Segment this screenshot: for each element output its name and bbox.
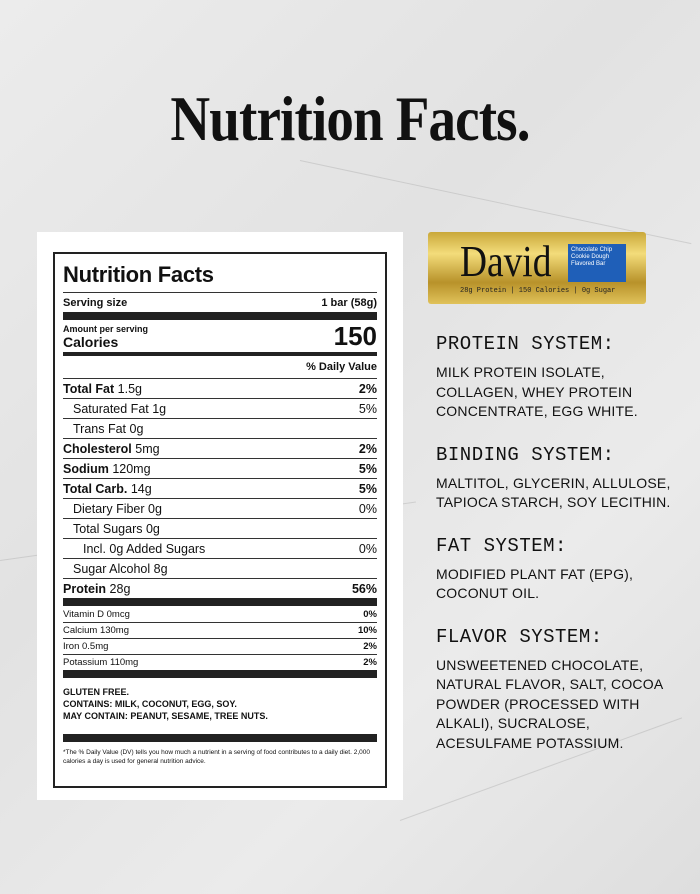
amount-per-serving: Amount per serving — [63, 324, 149, 334]
nutrient-label: Cholesterol 5mg — [63, 441, 160, 456]
serving-size-value: 1 bar (58g) — [321, 296, 377, 309]
divider — [63, 598, 377, 606]
nutrient-label: Dietary Fiber 0g — [73, 501, 162, 516]
product-stats: 28g Protein | 150 Calories | 0g Sugar — [460, 287, 616, 295]
nutrition-label: Nutrition Facts Serving size 1 bar (58g) … — [37, 232, 403, 800]
calories-label: Calories — [63, 334, 119, 350]
micronutrient-label: Calcium 130mg — [63, 625, 129, 636]
nutrient-label: Trans Fat 0g — [73, 421, 144, 436]
product-image: David Chocolate Chip Cookie Dough Flavor… — [428, 232, 646, 304]
nutrient-dv: 0% — [358, 541, 377, 556]
nutrient-dv: 5% — [358, 461, 377, 476]
system-title: FLAVOR SYSTEM: — [436, 625, 603, 648]
system-title: FAT SYSTEM: — [436, 534, 567, 557]
label-title: Nutrition Facts — [63, 262, 214, 287]
micronutrient-dv: 0% — [363, 608, 377, 620]
calories-row: Amount per serving Calories 150 — [63, 320, 377, 350]
nutrient-row: Total Carb. 14g 5% — [63, 478, 377, 498]
system-ingredients: MILK PROTEIN ISOLATE, COLLAGEN, WHEY PRO… — [436, 364, 638, 419]
micronutrient-row: Calcium 130mg 10% — [63, 622, 377, 638]
nutrient-row: Protein 28g 56% — [63, 578, 377, 598]
nutrient-dv: 5% — [358, 481, 377, 496]
micronutrient-label: Vitamin D 0mcg — [63, 608, 130, 620]
calories-value: 150 — [333, 321, 377, 351]
nutrient-dv: 2% — [358, 441, 377, 456]
nutrient-row: Incl. 0g Added Sugars 0% — [63, 538, 377, 558]
ingredient-system: BINDING SYSTEM: MALTITOL, GLYCERIN, ALLUL… — [436, 444, 686, 513]
brand-logo: David — [460, 237, 552, 286]
divider — [63, 352, 377, 356]
nutrient-dv: 0% — [358, 501, 377, 516]
system-ingredients: MODIFIED PLANT FAT (EPG), COCONUT OIL. — [436, 565, 634, 602]
micronutrient-row: Vitamin D 0mcg 0% — [63, 606, 377, 622]
serving-size-label: Serving size — [63, 296, 128, 309]
allergen-line: CONTAINS: MILK, COCONUT, EGG, SOY. — [63, 699, 237, 709]
nutrient-label: Total Carb. 14g — [63, 481, 152, 496]
nutrient-label: Sodium 120mg — [63, 461, 151, 476]
nutrient-row: Total Sugars 0g — [63, 518, 377, 538]
micronutrient-dv: 2% — [363, 657, 377, 668]
nutrient-dv: 56% — [351, 581, 377, 596]
footnote: *The % Daily Value (DV) tells you how mu… — [63, 749, 370, 765]
micronutrient-dv: 2% — [363, 641, 377, 652]
divider — [63, 312, 377, 320]
micronutrient-label: Iron 0.5mg — [63, 641, 109, 652]
serving-size-row: Serving size 1 bar (58g) — [63, 292, 377, 312]
nutrient-row: Saturated Fat 1g 5% — [63, 398, 377, 418]
nutrient-label: Saturated Fat 1g — [73, 401, 167, 416]
nutrient-label: Total Sugars 0g — [73, 521, 160, 536]
micronutrient-label: Potassium 110mg — [63, 657, 139, 668]
nutrient-row: Cholesterol 5mg 2% — [63, 438, 377, 458]
flavor-box: Chocolate Chip Cookie Dough Flavored Bar — [568, 244, 626, 282]
ingredient-system: FLAVOR SYSTEM: UNSWEETENED CHOCOLATE, NAT… — [436, 626, 686, 754]
nutrient-row: Total Fat 1.5g 2% — [63, 378, 377, 398]
allergen-line: MAY CONTAIN: PEANUT, SESAME, TREE NUTS. — [63, 711, 268, 721]
system-title: BINDING SYSTEM: — [436, 443, 615, 466]
nutrient-label: Sugar Alcohol 8g — [73, 561, 168, 576]
ingredient-system: PROTEIN SYSTEM: MILK PROTEIN ISOLATE, COL… — [436, 333, 686, 422]
system-ingredients: UNSWEETENED CHOCOLATE, NATURAL FLAVOR, S… — [436, 656, 663, 751]
divider — [63, 670, 377, 678]
nutrient-label: Total Fat 1.5g — [63, 381, 142, 396]
nutrient-row: Trans Fat 0g — [63, 418, 377, 438]
micronutrient-dv: 10% — [357, 625, 377, 636]
allergen-line: GLUTEN FREE. — [63, 687, 130, 697]
page-title: Nutrition Facts. — [170, 83, 530, 154]
dv-header: % Daily Value — [306, 361, 377, 373]
divider — [63, 734, 377, 742]
nutrient-dv: 2% — [358, 381, 377, 396]
micronutrient-row: Potassium 110mg 2% — [63, 654, 377, 670]
nutrient-label: Protein 28g — [63, 581, 131, 596]
system-ingredients: MALTITOL, GLYCERIN, ALLULOSE, TAPIOCA ST… — [436, 474, 671, 511]
nutrient-row: Sugar Alcohol 8g — [63, 558, 377, 578]
nutrient-dv: 5% — [358, 401, 377, 416]
micronutrient-row: Iron 0.5mg 2% — [63, 638, 377, 654]
nutrient-row: Sodium 120mg 5% — [63, 458, 377, 478]
nutrient-row: Dietary Fiber 0g 0% — [63, 498, 377, 518]
ingredient-system: FAT SYSTEM: MODIFIED PLANT FAT (EPG), COC… — [436, 535, 686, 604]
system-title: PROTEIN SYSTEM: — [436, 333, 615, 355]
nutrient-label: Incl. 0g Added Sugars — [83, 541, 206, 556]
